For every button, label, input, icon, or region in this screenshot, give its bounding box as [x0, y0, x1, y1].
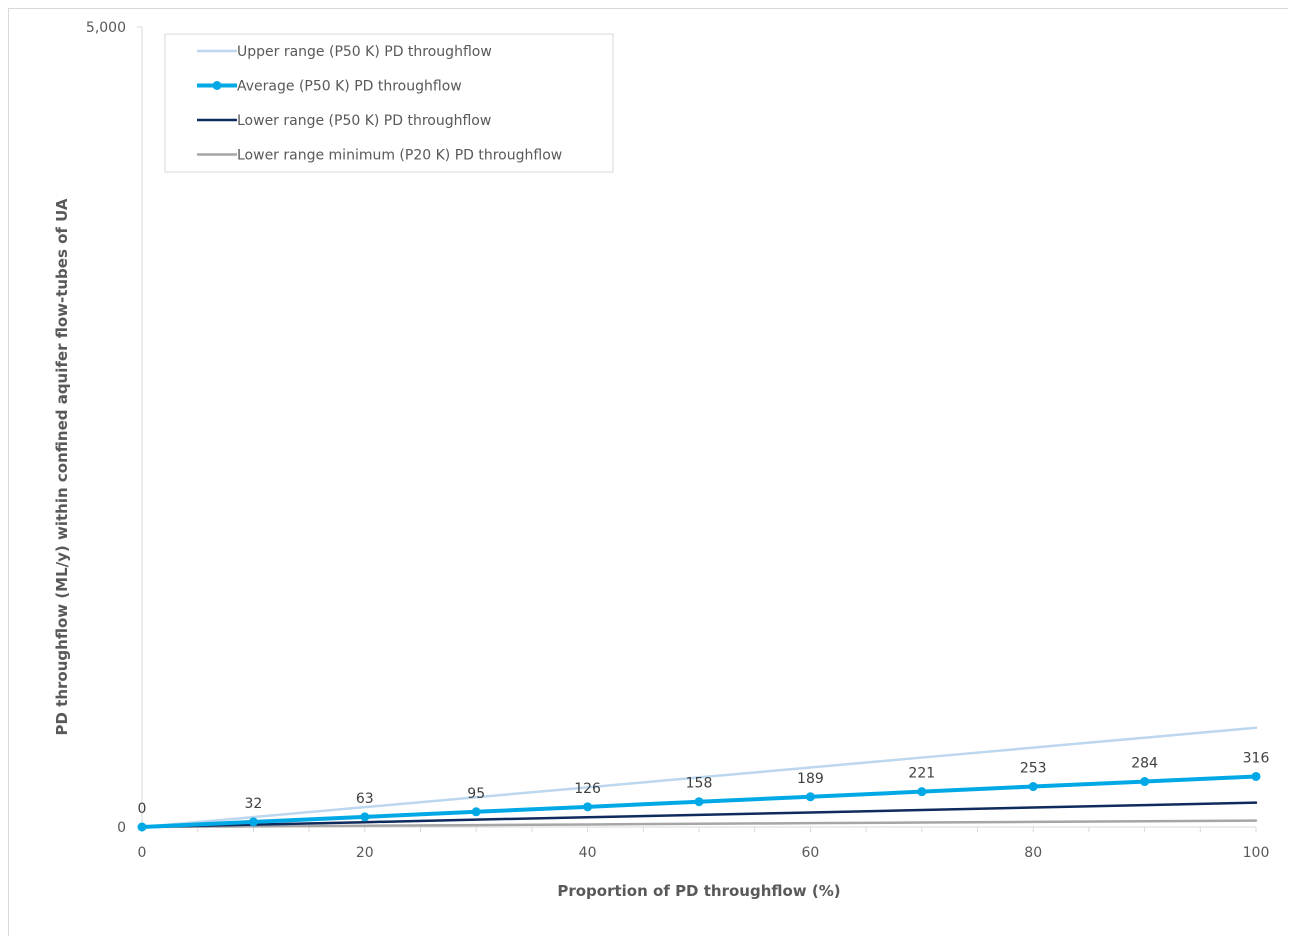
data-label: 316 [1243, 750, 1270, 766]
series-marker [1251, 771, 1261, 781]
data-label: 32 [244, 796, 262, 812]
chart-area: 0 20 40 60 80 100 0 5,000 0 32 63 95 126 158 189 221 25… [8, 8, 1288, 936]
legend-label: Upper range (P50 K) PD throughflow [237, 44, 492, 60]
chart-svg: 0 20 40 60 80 100 0 5,000 0 32 63 95 126 158 189 221 25… [53, 20, 1270, 900]
series-line-2 [140, 801, 1258, 829]
series-line-0 [140, 726, 1258, 829]
data-label: 253 [1020, 761, 1047, 777]
legend-label: Lower range (P50 K) PD throughflow [237, 113, 491, 129]
series-marker [360, 812, 370, 822]
legend: Upper range (P50 K) PD throughflow Averag… [164, 33, 614, 173]
data-label: 0 [138, 801, 147, 817]
legend-marker [212, 81, 222, 90]
plot-series [137, 726, 1261, 832]
data-label: 221 [908, 766, 935, 782]
data-label: 63 [356, 791, 374, 807]
series-marker [583, 802, 593, 812]
data-labels: 0 32 63 95 126 158 189 221 253 284 316 [138, 750, 1270, 817]
x-tick-label: 60 [801, 845, 819, 861]
legend-box [164, 33, 614, 173]
legend-label: Lower range minimum (P20 K) PD throughfl… [237, 148, 562, 164]
data-label: 284 [1131, 756, 1158, 772]
y-tick-label: 5,000 [86, 20, 126, 36]
series-marker [248, 817, 258, 827]
series-marker [694, 797, 704, 807]
series-marker [1140, 777, 1150, 787]
x-axis-title: Proportion of PD throughflow (%) [557, 882, 840, 900]
x-tick-label: 100 [1243, 845, 1270, 861]
y-tick-label: 0 [117, 820, 126, 836]
y-axis-title: PD throughflow (ML/y) within confined aq… [53, 198, 71, 735]
x-tick-label: 0 [138, 845, 147, 861]
data-label: 95 [467, 786, 485, 802]
series-marker [137, 822, 147, 832]
legend-label: Average (P50 K) PD throughflow [237, 79, 462, 95]
series-line-3 [140, 819, 1258, 829]
x-tick-label: 20 [356, 845, 374, 861]
x-tick-label: 40 [579, 845, 597, 861]
series-marker [471, 807, 481, 817]
data-label: 189 [797, 771, 824, 787]
series-marker [1028, 782, 1038, 792]
series-marker [917, 787, 927, 797]
data-label: 126 [574, 781, 601, 797]
x-tick-label: 80 [1024, 845, 1042, 861]
series-marker [805, 792, 815, 802]
data-label: 158 [686, 776, 713, 792]
